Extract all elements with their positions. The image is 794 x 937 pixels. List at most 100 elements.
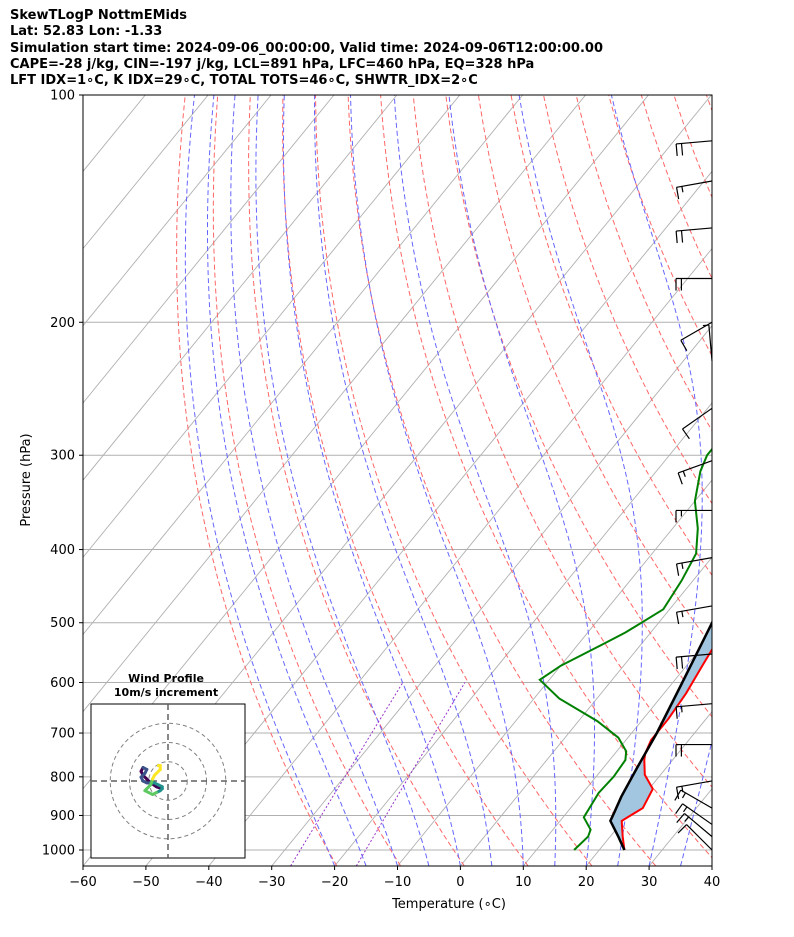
x-tick-label: −30 bbox=[258, 875, 285, 890]
wind-barb-flag bbox=[675, 803, 684, 814]
dry-adiabat-line bbox=[608, 95, 712, 357]
wind-barb-flag bbox=[680, 656, 684, 669]
wind-barb bbox=[675, 227, 713, 244]
hodograph-plot bbox=[91, 704, 245, 858]
wind-barb bbox=[675, 703, 713, 719]
wind-barb bbox=[676, 813, 713, 838]
dry-adiabat-line bbox=[248, 95, 465, 866]
moist-adiabat-line bbox=[680, 739, 712, 866]
dry-adiabat-line bbox=[543, 95, 712, 505]
isotherm-line bbox=[83, 95, 272, 327]
wind-barb-staff bbox=[676, 605, 713, 613]
mixing-ratio-line bbox=[290, 682, 404, 866]
wind-barb-staff bbox=[676, 227, 713, 232]
moist-adiabat-line bbox=[255, 95, 430, 866]
wind-barb-flag bbox=[676, 813, 685, 824]
wind-barb-staff bbox=[676, 780, 713, 788]
x-tick-label: 30 bbox=[641, 875, 658, 890]
moist-adiabat-line bbox=[393, 95, 557, 866]
wind-barb bbox=[682, 407, 713, 440]
y-tick-label: 100 bbox=[50, 89, 75, 104]
y-tick-label: 200 bbox=[50, 316, 75, 331]
moist-adiabat-line bbox=[230, 95, 398, 866]
x-tick-label: 0 bbox=[456, 875, 464, 890]
wind-barb-flag bbox=[675, 231, 678, 244]
dry-adiabat-line bbox=[705, 95, 712, 112]
wind-barb-half-flag bbox=[680, 706, 683, 713]
wind-barb-flag bbox=[675, 612, 680, 625]
wind-barb-staff bbox=[676, 703, 713, 708]
wind-barb-half-flag bbox=[681, 792, 687, 799]
dry-adiabat-line bbox=[575, 95, 712, 432]
y-tick-label: 700 bbox=[50, 727, 75, 742]
isotherm-line bbox=[0, 95, 82, 866]
isotherm-line bbox=[334, 402, 712, 866]
dry-adiabat-line bbox=[772, 95, 794, 866]
y-tick-label: 800 bbox=[50, 770, 75, 785]
chart-title: SkewTLogP NottmEMids bbox=[10, 8, 188, 23]
hodograph-subtitle: 10m/s increment bbox=[114, 686, 218, 699]
wind-barb-flag bbox=[675, 657, 678, 670]
isotherm-line bbox=[208, 247, 712, 866]
wind-barb-staff bbox=[676, 140, 713, 145]
y-tick-label: 300 bbox=[50, 449, 75, 464]
isotherm-line bbox=[271, 325, 712, 866]
wind-barb-flag bbox=[675, 143, 678, 156]
wind-barb-half-flag bbox=[684, 816, 690, 822]
isotherm-line bbox=[83, 95, 586, 713]
x-tick-label: −60 bbox=[69, 875, 96, 890]
y-tick-label: 500 bbox=[50, 616, 75, 631]
dry-adiabat-line bbox=[739, 95, 794, 866]
dewpoint-line bbox=[538, 447, 712, 851]
isotherm-line bbox=[83, 95, 524, 636]
isotherm-line bbox=[83, 95, 461, 559]
dry-adiabat-line bbox=[380, 95, 712, 859]
wind-barb-flag bbox=[675, 563, 680, 576]
wind-barb-staff bbox=[676, 180, 713, 188]
wind-barb-flag bbox=[675, 787, 680, 800]
wind-barb-staff bbox=[684, 813, 713, 838]
moist-adiabat-line bbox=[350, 95, 524, 866]
dry-adiabat-line bbox=[176, 95, 338, 866]
x-tick-label: 20 bbox=[578, 875, 595, 890]
dry-adiabat-line bbox=[673, 95, 712, 199]
wind-barb bbox=[675, 180, 713, 200]
isotherm-line bbox=[522, 633, 712, 866]
wind-barb-staff bbox=[682, 803, 713, 825]
dry-adiabat-line bbox=[640, 95, 712, 280]
x-tick-label: −50 bbox=[132, 875, 159, 890]
moist-adiabat-line bbox=[711, 864, 712, 866]
axes: −60 −50 −40 −30 −20 −10 0 10 20 30 40 100 200 300 400 5… bbox=[42, 89, 720, 891]
isotherm-line bbox=[711, 865, 712, 866]
wind-barb-flag bbox=[682, 428, 690, 440]
wind-barb-flag bbox=[680, 143, 684, 156]
wind-barb bbox=[675, 557, 713, 576]
x-tick-label: 40 bbox=[704, 875, 721, 890]
x-tick-label: −40 bbox=[195, 875, 222, 890]
isotherm-line bbox=[83, 95, 209, 250]
wind-barb-flag bbox=[674, 789, 682, 801]
wind-barb bbox=[675, 509, 712, 523]
wind-barb-half-flag bbox=[681, 562, 684, 569]
wind-barb bbox=[675, 277, 712, 291]
time-line: Simulation start time: 2024-09-06_00:00:… bbox=[10, 40, 603, 56]
y-tick-label: 900 bbox=[50, 809, 75, 824]
wind-barb-flag bbox=[675, 706, 678, 719]
wind-barb-staff bbox=[676, 653, 713, 658]
dry-adiabat-line bbox=[347, 95, 657, 866]
temperature-line bbox=[620, 647, 712, 851]
mixing-ratio-line bbox=[355, 682, 466, 866]
wind-barb bbox=[675, 605, 713, 625]
parcel-line bbox=[609, 619, 712, 851]
profile-lines bbox=[538, 447, 712, 851]
wind-barb-flag bbox=[675, 187, 680, 200]
wind-barb-staff bbox=[677, 460, 713, 474]
cape-shading bbox=[610, 622, 712, 850]
wind-barb bbox=[675, 653, 713, 670]
location-line: Lat: 52.83 Lon: -1.33 bbox=[10, 24, 163, 40]
isotherm-line bbox=[397, 479, 712, 866]
wind-barb bbox=[675, 140, 713, 156]
wind-barb bbox=[674, 789, 713, 809]
y-tick-label: 400 bbox=[50, 543, 75, 558]
